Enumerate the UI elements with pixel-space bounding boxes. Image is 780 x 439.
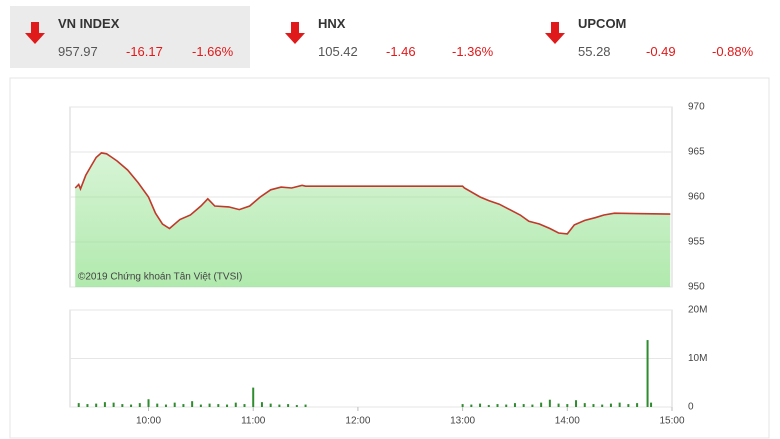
x-tick-label: 15:00 xyxy=(659,416,684,427)
y-tick-label: 20M xyxy=(688,305,707,316)
volume-bar xyxy=(217,404,220,407)
volume-bar xyxy=(226,404,229,407)
volume-bar xyxy=(592,404,595,407)
volume-bar xyxy=(479,403,482,407)
volume-bar xyxy=(182,404,185,407)
y-tick-label: 955 xyxy=(688,237,705,248)
y-tick-label: 965 xyxy=(688,147,705,158)
index-name: UPCOM xyxy=(578,16,627,31)
volume-bar xyxy=(191,401,194,407)
y-tick-label: 950 xyxy=(688,282,705,293)
volume-bar xyxy=(461,404,464,407)
volume-bar xyxy=(487,405,490,407)
down-arrow xyxy=(25,22,45,44)
volume-bar xyxy=(513,403,516,407)
volume-bar xyxy=(199,404,202,407)
annotation: ©2019 Chứng khoán Tân Việt (TVSI) xyxy=(78,272,242,283)
volume-bar xyxy=(260,402,263,407)
volume-bar xyxy=(522,404,525,407)
y-tick-label: 10M xyxy=(688,353,707,364)
volume-bar xyxy=(278,404,281,407)
index-name: VN INDEX xyxy=(58,16,120,31)
index-change: -1.46 xyxy=(386,44,416,59)
volume-bar xyxy=(601,404,604,407)
volume-bar xyxy=(540,402,543,407)
volume-bar xyxy=(548,399,551,407)
volume-bar xyxy=(138,403,141,407)
x-tick-label: 14:00 xyxy=(555,416,580,427)
volume-bar xyxy=(618,402,621,407)
down-arrow xyxy=(285,22,305,44)
volume-bar xyxy=(77,403,80,407)
index-box[interactable]: UPCOM 55.28 -0.49 -0.88% xyxy=(530,6,770,68)
index-price: 55.28 xyxy=(578,44,611,59)
volume-bar xyxy=(252,387,255,407)
volume-bar xyxy=(650,402,653,407)
volume-bar xyxy=(173,402,176,407)
volume-bar xyxy=(505,404,508,407)
y-tick-label: 0 xyxy=(688,402,694,413)
volume-bar xyxy=(583,403,586,407)
volume-bar xyxy=(103,402,106,407)
index-percent: -1.36% xyxy=(452,44,494,59)
x-tick-label: 11:00 xyxy=(241,416,266,427)
index-name: HNX xyxy=(318,16,346,31)
index-percent: -1.66% xyxy=(192,44,234,59)
volume-bar xyxy=(121,404,124,407)
volume-bar xyxy=(269,403,272,407)
volume-bar xyxy=(646,340,649,407)
y-tick-label: 960 xyxy=(688,192,705,203)
volume-bar xyxy=(557,403,560,407)
volume-bar xyxy=(287,404,290,407)
volume-bar xyxy=(208,403,211,407)
index-box[interactable]: VN INDEX 957.97 -16.17 -1.66% xyxy=(10,6,250,68)
index-change: -16.17 xyxy=(126,44,163,59)
volume-bar xyxy=(130,404,133,407)
volume-bar xyxy=(531,404,534,407)
volume-bar xyxy=(147,399,150,407)
volume-bar xyxy=(243,404,246,407)
volume-bar xyxy=(156,403,159,407)
index-box[interactable]: HNX 105.42 -1.46 -1.36% xyxy=(270,6,510,68)
plot-area xyxy=(69,309,673,408)
x-tick-label: 12:00 xyxy=(345,416,370,427)
area-fill xyxy=(75,152,671,287)
down-arrow xyxy=(545,22,565,44)
volume-bar xyxy=(470,404,473,407)
volume-bar xyxy=(566,404,569,407)
volume-bar xyxy=(95,403,98,407)
volume-bar xyxy=(575,400,578,407)
index-price: 105.42 xyxy=(318,44,358,59)
volume-bar xyxy=(234,402,237,407)
volume-bar xyxy=(112,402,115,407)
frame xyxy=(9,77,770,439)
index-percent: -0.88% xyxy=(712,44,754,59)
index-change: -0.49 xyxy=(646,44,676,59)
y-tick-label: 970 xyxy=(688,102,705,113)
x-tick-label: 10:00 xyxy=(136,416,161,427)
volume-bar xyxy=(304,404,307,407)
volume-bar xyxy=(496,404,499,407)
x-tick-label: 13:00 xyxy=(450,416,475,427)
index-price: 957.97 xyxy=(58,44,98,59)
volume-bar xyxy=(636,403,639,407)
volume-bar xyxy=(609,403,612,407)
volume-bar xyxy=(164,404,167,407)
plot-area xyxy=(69,106,673,288)
volume-bar xyxy=(627,404,630,407)
volume-bar xyxy=(86,404,89,407)
price-line xyxy=(74,152,671,235)
volume-bar xyxy=(295,405,298,407)
